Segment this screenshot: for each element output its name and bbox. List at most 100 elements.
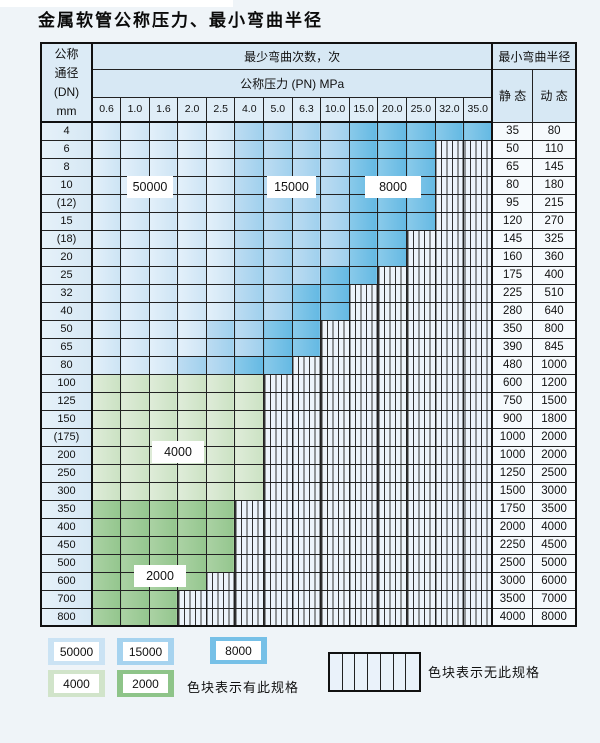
spec-cell-4000: [120, 409, 150, 429]
spec-cell-50000: [205, 211, 236, 231]
dynamic-radius-cell: 110: [531, 139, 577, 159]
dynamic-radius-cell: 845: [531, 337, 577, 357]
spec-cell-50000: [91, 139, 122, 159]
spec-cell-4000: [234, 391, 265, 411]
dynamic-radius-cell: 360: [531, 247, 577, 267]
spec-cell-50000: [177, 229, 207, 249]
spec-cell-4000: [148, 373, 179, 393]
spec-cell-8000: [406, 139, 436, 159]
no-spec-cell: [348, 283, 379, 303]
no-spec-cell: [406, 337, 436, 357]
spec-cell-50000: [91, 283, 122, 303]
spec-cell-50000: [148, 355, 179, 375]
no-spec-cell: [377, 391, 408, 411]
spec-cell-50000: [148, 229, 179, 249]
no-spec-cell: [348, 337, 379, 357]
spec-cell-2000: [91, 607, 122, 627]
table-row: 700 3500 7000: [40, 589, 577, 609]
no-spec-cell: [434, 571, 465, 591]
no-spec-cell: [434, 553, 465, 573]
static-radius-cell: 350: [491, 319, 533, 339]
spec-cell-8000: [291, 283, 322, 303]
dynamic-radius-cell: 1500: [531, 391, 577, 411]
no-spec-cell: [348, 607, 379, 627]
spec-cell-4000: [177, 463, 207, 483]
spec-cell-8000: [406, 157, 436, 177]
no-spec-cell: [205, 589, 236, 609]
spec-cell-2000: [148, 499, 179, 519]
spec-cell-4000: [234, 463, 265, 483]
no-spec-cell: [263, 481, 293, 501]
dynamic-radius-cell: 2500: [531, 463, 577, 483]
spec-cell-4000: [120, 427, 150, 447]
spec-cell-4000: [148, 481, 179, 501]
no-spec-cell: [377, 481, 408, 501]
no-spec-cell: [205, 607, 236, 627]
no-spec-cell: [463, 391, 493, 411]
dn-header-line: (DN): [53, 84, 80, 99]
spec-cell-2000: [148, 535, 179, 555]
spec-cell-50000: [148, 265, 179, 285]
spec-cell-2000: [91, 499, 122, 519]
no-spec-cell: [377, 589, 408, 609]
legend-swatch-15000: 15000: [117, 638, 174, 665]
pressure-values-row: 0.6 1.0 1.6 2.0 2.5 4.0 5.0 6.3 10.0 15.0 20.0 25.0…: [41, 96, 576, 123]
no-spec-cell: [463, 355, 493, 375]
table-row: 100 600 1200: [40, 373, 577, 393]
dynamic-radius-cell: 270: [531, 211, 577, 231]
no-spec-cell: [463, 211, 493, 231]
static-radius-cell: 160: [491, 247, 533, 267]
spec-cell-4000: [148, 409, 179, 429]
pressure-column-header: 10.0: [320, 96, 350, 123]
static-radius-cell: 1500: [491, 481, 533, 501]
legend-swatch-label: 8000: [216, 641, 261, 660]
region-label-2000: 2000: [134, 565, 186, 587]
spec-cell-50000: [205, 175, 236, 195]
static-radius-cell: 2000: [491, 517, 533, 537]
legend-swatch-2000: 2000: [117, 670, 174, 697]
table-row: (175) 1000 2000: [40, 427, 577, 447]
spec-cell-8000: [348, 121, 379, 141]
no-spec-cell: [463, 157, 493, 177]
static-radius-cell: 1000: [491, 427, 533, 447]
dn-cell: 32: [40, 283, 93, 303]
static-radius-cell: 65: [491, 157, 533, 177]
dynamic-radius-cell: 80: [531, 121, 577, 141]
table-row: 6 50 110: [40, 139, 577, 159]
no-spec-cell: [291, 391, 322, 411]
table-container: 公称 通径 (DN) mm 最少弯曲次数，次 最小弯曲半径 公称压力 (PN) …: [40, 42, 578, 627]
region-label-8000: 8000: [365, 176, 421, 198]
spec-cell-50000: [148, 301, 179, 321]
spec-cell-50000: [120, 283, 150, 303]
spec-cell-4000: [91, 463, 122, 483]
spec-cell-50000: [120, 157, 150, 177]
spec-cell-50000: [205, 247, 236, 267]
no-spec-cell: [406, 355, 436, 375]
spec-cell-2000: [120, 535, 150, 555]
static-radius-cell: 4000: [491, 607, 533, 627]
spec-cell-8000: [263, 355, 293, 375]
spec-cell-50000: [120, 337, 150, 357]
no-spec-cell: [348, 535, 379, 555]
no-spec-cell: [377, 499, 408, 519]
spec-cell-50000: [205, 301, 236, 321]
no-spec-cell: [463, 517, 493, 537]
spec-cell-2000: [120, 499, 150, 519]
no-spec-cell: [348, 373, 379, 393]
no-spec-cell: [463, 373, 493, 393]
no-spec-cell: [377, 571, 408, 591]
spec-cell-15000: [234, 337, 265, 357]
no-spec-cell: [434, 535, 465, 555]
no-spec-cell: [263, 373, 293, 393]
no-spec-cell: [320, 445, 350, 465]
dynamic-radius-cell: 2000: [531, 427, 577, 447]
no-spec-cell: [320, 571, 350, 591]
no-spec-cell: [320, 355, 350, 375]
table-row: 80 480 1000: [40, 355, 577, 375]
spec-cell-50000: [177, 265, 207, 285]
no-spec-cell: [320, 481, 350, 501]
no-spec-cell: [434, 463, 465, 483]
spec-cell-8000: [377, 247, 408, 267]
no-spec-cell: [434, 355, 465, 375]
no-spec-cell: [434, 373, 465, 393]
